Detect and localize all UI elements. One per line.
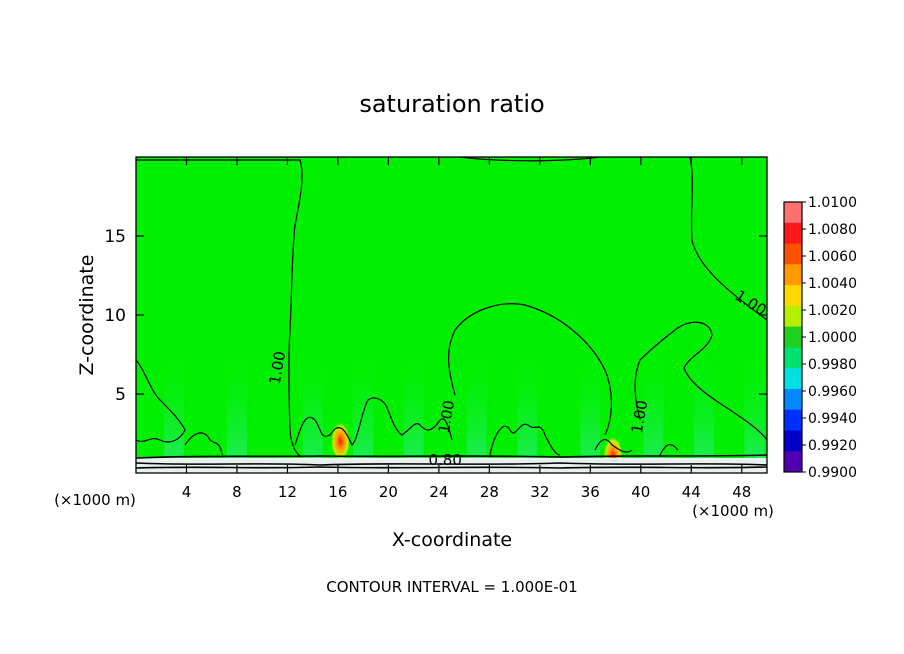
moisture-streak-1 [226,346,247,473]
colorbar-swatch-0 [784,202,802,224]
colorbar-swatch-8 [784,368,802,390]
colorbar-label-5: 1.0000 [808,330,857,346]
x-tick-label-1: 8 [232,483,242,501]
x-axis-label: X-coordinate [392,529,512,551]
x-tick-label-6: 28 [480,483,499,501]
moisture-streaks [163,346,765,473]
x-tick-label-5: 24 [429,483,448,501]
colorbar-label-1: 1.0080 [808,222,857,238]
moisture-streak-4 [403,346,424,473]
contour-label-4: 0.80 [428,451,461,469]
contour-right-lower [634,321,767,441]
contour-label-0: 1.00 [266,350,290,386]
x-tick-label-0: 4 [182,483,192,501]
contour-surface-2 [136,462,767,466]
colorbar-label-3: 1.0040 [808,276,857,292]
contour-lines [136,157,767,469]
colorbar-swatch-5 [784,305,802,328]
x-unit-right: (×1000 m) [692,502,774,520]
colorbar-label-10: 0.9900 [808,465,857,481]
contour-surface-1 [136,454,767,459]
colorbar: 1.0100 1.0080 1.0060 1.0040 1.0020 1.0000 0.99… [783,195,857,481]
x-tick-label-8: 36 [581,483,600,501]
contour-left-cloud [136,359,186,443]
x-tick-label-11: 48 [732,483,751,501]
x-axis: 4 8 12 16 20 24 28 32 36 40 44 48 [182,157,751,501]
colorbar-label-6: 0.9980 [808,357,857,373]
colorbar-swatch-2 [784,243,802,265]
colorbar-label-4: 1.0020 [808,303,857,319]
colorbar-swatch-11 [784,430,802,452]
x-tick-label-4: 20 [379,483,398,501]
contour-mid [447,303,613,436]
moisture-streak-3 [353,346,374,473]
moisture-streak-0 [163,346,184,473]
x-unit-left: (×1000 m) [54,491,136,509]
moisture-streak-9 [693,346,714,473]
y-tick-label-0: 5 [115,385,126,405]
colorbar-label-8: 0.9940 [808,411,857,427]
colorbar-label-9: 0.9920 [808,438,857,454]
contour-surface-3 [136,466,767,469]
colorbar-swatch-7 [784,347,802,369]
contour-interval-note: CONTOUR INTERVAL = 1.000E-01 [326,578,577,596]
x-tick-label-9: 40 [631,483,650,501]
contour-label-2: 1.00 [628,399,652,435]
x-tick-label-10: 44 [682,483,701,501]
y-tick-label-2: 15 [104,227,126,247]
hotspot-0 [330,421,351,462]
moisture-streak-6 [517,346,538,473]
colorbar-swatch-6 [784,326,802,348]
y-axis: 5 10 15 [104,227,767,405]
moisture-streak-5 [466,346,487,473]
x-tick-label-3: 16 [328,483,347,501]
x-tick-label-7: 32 [530,483,549,501]
x-tick-label-2: 12 [278,483,297,501]
colorbar-swatch-1 [784,222,802,245]
moisture-streak-10 [744,346,765,473]
contour-right [459,157,767,321]
chart-title: saturation ratio [359,90,544,118]
colorbar-swatch-12 [784,451,802,473]
colorbar-swatch-4 [784,285,802,307]
contour-cloud-tops-2 [184,423,679,456]
y-tick-label-1: 10 [104,306,126,326]
contour-label-1: 1.00 [435,399,459,435]
colorbar-swatch-9 [784,388,802,411]
colorbar-label-2: 1.0060 [808,249,857,265]
plot-area: 1.001.00 1.001.000.80 [136,157,767,473]
colorbar-swatch-10 [784,409,802,431]
surface-layer [136,458,767,473]
contour-cloud-tops [294,397,453,446]
moisture-streak-2 [302,346,323,473]
moisture-streak-7 [580,346,601,473]
moisture-streak-8 [643,346,664,473]
contour-left [136,159,303,457]
colorbar-label-0: 1.0100 [808,195,857,211]
colorbar-swatch-3 [784,264,802,286]
y-axis-label: Z-coordinate [76,255,98,376]
colorbar-label-7: 0.9960 [808,384,857,400]
